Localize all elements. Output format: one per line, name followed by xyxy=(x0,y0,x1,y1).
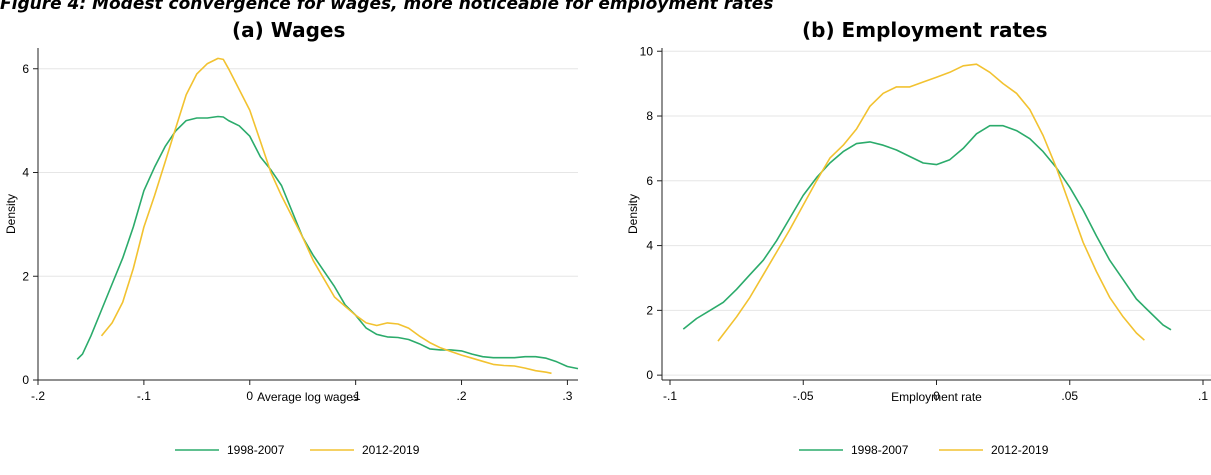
figure-title: Figure 4: Modest convergence for wages, … xyxy=(0,0,774,14)
y-axis-label: Density xyxy=(4,194,18,234)
employment-density-chart: 0 2 4 6 8 10 -.1 -.05 0 .05 .1 Employment rate Densi… xyxy=(626,46,1211,457)
x-axis-label: Employment rate xyxy=(891,390,982,404)
x-tick-label: -.1 xyxy=(137,389,151,403)
x-tick-label: .2 xyxy=(457,389,467,403)
y-tick-label: 6 xyxy=(646,174,653,188)
y-tick-label: 6 xyxy=(22,62,29,76)
x-tick-label: -.2 xyxy=(31,389,45,403)
legend-label: 1998-2007 xyxy=(851,443,909,457)
panel-b-title: (b) Employment rates xyxy=(802,18,1048,42)
series-line-2012-2019 xyxy=(717,63,1145,342)
series-line-2012-2019 xyxy=(100,57,552,375)
y-tick-label: 4 xyxy=(646,239,653,253)
legend-label: 2012-2019 xyxy=(991,443,1049,457)
y-tick-label: 4 xyxy=(22,166,29,180)
x-tick-label: -.05 xyxy=(793,389,814,403)
legend-label: 1998-2007 xyxy=(227,443,285,457)
y-tick-label: 2 xyxy=(646,303,653,317)
x-tick-label: .3 xyxy=(562,389,572,403)
wages-density-chart: 0 2 4 6 -.2 -.1 0 .1 .2 .3 Average log wages Densit… xyxy=(4,48,579,457)
y-axis-label: Density xyxy=(626,194,640,234)
x-tick-label: 0 xyxy=(933,389,940,403)
series-line-1998-2007 xyxy=(682,124,1172,331)
x-tick-label: -.1 xyxy=(663,389,677,403)
x-tick-label: .1 xyxy=(1198,389,1208,403)
x-tick-label: .05 xyxy=(1061,389,1078,403)
y-tick-label: 8 xyxy=(646,109,653,123)
x-tick-label: .1 xyxy=(351,389,361,403)
y-tick-label: 0 xyxy=(22,373,29,387)
x-tick-label: 0 xyxy=(246,389,253,403)
panel-a-title: (a) Wages xyxy=(232,18,346,42)
x-axis-label: Average log wages xyxy=(257,390,359,404)
y-tick-label: 0 xyxy=(646,368,653,382)
legend-label: 2012-2019 xyxy=(362,443,420,457)
y-tick-label: 2 xyxy=(22,269,29,283)
y-tick-label: 10 xyxy=(640,46,654,58)
series-line-1998-2007 xyxy=(76,115,579,370)
